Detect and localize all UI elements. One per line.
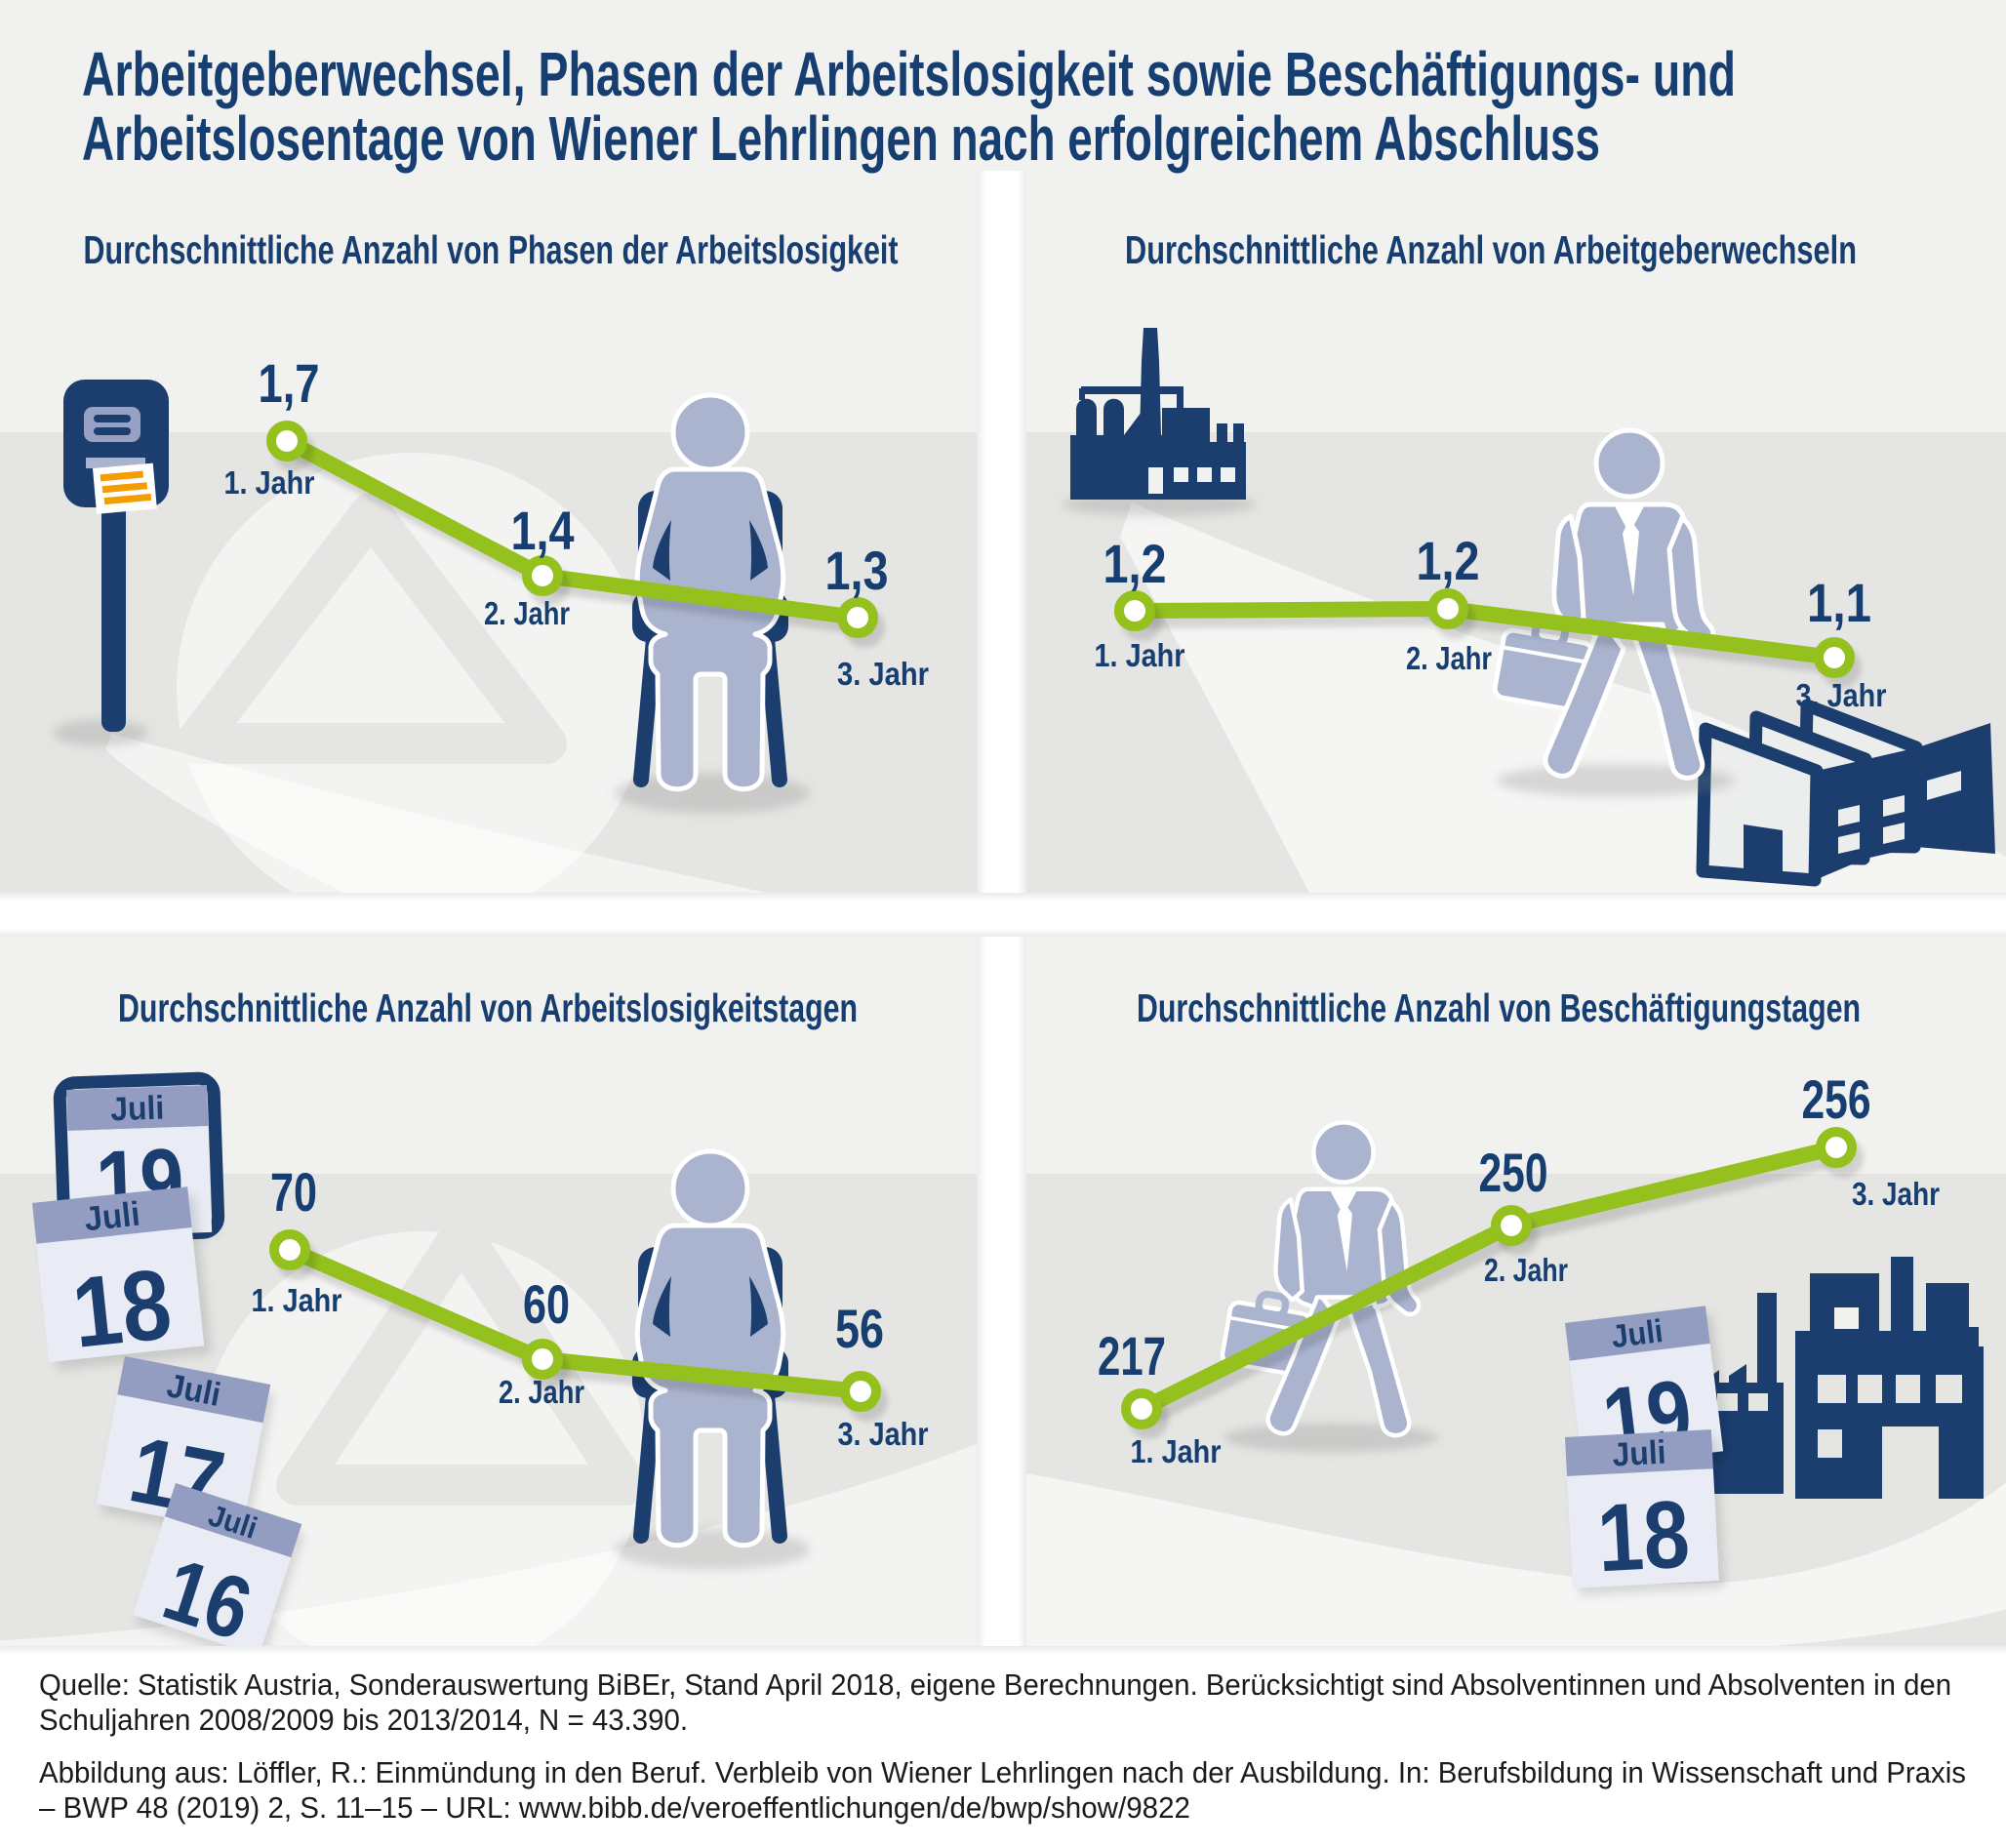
- svg-text:217: 217: [1098, 1325, 1166, 1386]
- svg-text:Durchschnittliche Anzahl von A: Durchschnittliche Anzahl von Arbeitslosi…: [118, 985, 858, 1030]
- svg-text:60: 60: [523, 1273, 570, 1335]
- svg-text:Juli: Juli: [1609, 1312, 1665, 1354]
- svg-text:2. Jahr: 2. Jahr: [1484, 1252, 1568, 1288]
- svg-text:1,4: 1,4: [511, 500, 575, 561]
- svg-text:1. Jahr: 1. Jahr: [1131, 1433, 1222, 1469]
- svg-text:18: 18: [67, 1248, 176, 1369]
- svg-text:3. Jahr: 3. Jahr: [838, 1416, 929, 1452]
- svg-text:Durchschnittliche Anzahl von A: Durchschnittliche Anzahl von Arbeitgeber…: [1125, 227, 1857, 272]
- svg-text:Juli: Juli: [1612, 1434, 1667, 1474]
- svg-text:256: 256: [1802, 1068, 1871, 1130]
- svg-text:Durchschnittliche Anzahl von P: Durchschnittliche Anzahl von Phasen der …: [84, 227, 899, 272]
- svg-text:Arbeitgeberwechsel, Phasen der: Arbeitgeberwechsel, Phasen der Arbeitslo…: [82, 39, 1736, 109]
- svg-text:1,1: 1,1: [1807, 572, 1871, 633]
- svg-text:Durchschnittliche Anzahl von B: Durchschnittliche Anzahl von Beschäftigu…: [1137, 985, 1861, 1030]
- svg-text:3. Jahr: 3. Jahr: [837, 656, 929, 692]
- svg-text:2. Jahr: 2. Jahr: [499, 1374, 584, 1410]
- svg-text:1,3: 1,3: [825, 540, 889, 601]
- svg-text:Abbildung aus: Löffler, R.: Ei: Abbildung aus: Löffler, R.: Einmündung i…: [39, 1755, 1966, 1789]
- svg-text:250: 250: [1479, 1142, 1548, 1203]
- svg-text:18: 18: [1595, 1480, 1693, 1592]
- svg-text:2. Jahr: 2. Jahr: [484, 595, 570, 631]
- svg-text:56: 56: [835, 1298, 884, 1359]
- svg-text:1,2: 1,2: [1417, 530, 1480, 591]
- svg-text:– BWP 48 (2019) 2, S. 11–15 –: – BWP 48 (2019) 2, S. 11–15 – URL: www.b…: [39, 1790, 1190, 1825]
- svg-text:1. Jahr: 1. Jahr: [252, 1282, 342, 1318]
- svg-text:3. Jahr: 3. Jahr: [1796, 677, 1887, 713]
- svg-text:Schuljahren 2008/2009 bis 2013: Schuljahren 2008/2009 bis 2013/2014, N =…: [39, 1703, 688, 1737]
- svg-text:1. Jahr: 1. Jahr: [224, 464, 315, 501]
- svg-text:Juli: Juli: [110, 1090, 165, 1129]
- svg-text:Juli: Juli: [83, 1195, 142, 1239]
- svg-text:1,2: 1,2: [1103, 533, 1167, 594]
- svg-text:2. Jahr: 2. Jahr: [1406, 640, 1492, 676]
- svg-text:3. Jahr: 3. Jahr: [1852, 1176, 1940, 1212]
- svg-text:70: 70: [270, 1161, 317, 1223]
- svg-text:1,7: 1,7: [259, 352, 320, 414]
- svg-text:Arbeitslosentage von Wiener Le: Arbeitslosentage von Wiener Lehrlingen n…: [82, 103, 1600, 174]
- svg-text:1. Jahr: 1. Jahr: [1095, 637, 1185, 673]
- svg-text:Quelle: Statistik Austria, Son: Quelle: Statistik Austria, Sonderauswert…: [39, 1667, 1951, 1702]
